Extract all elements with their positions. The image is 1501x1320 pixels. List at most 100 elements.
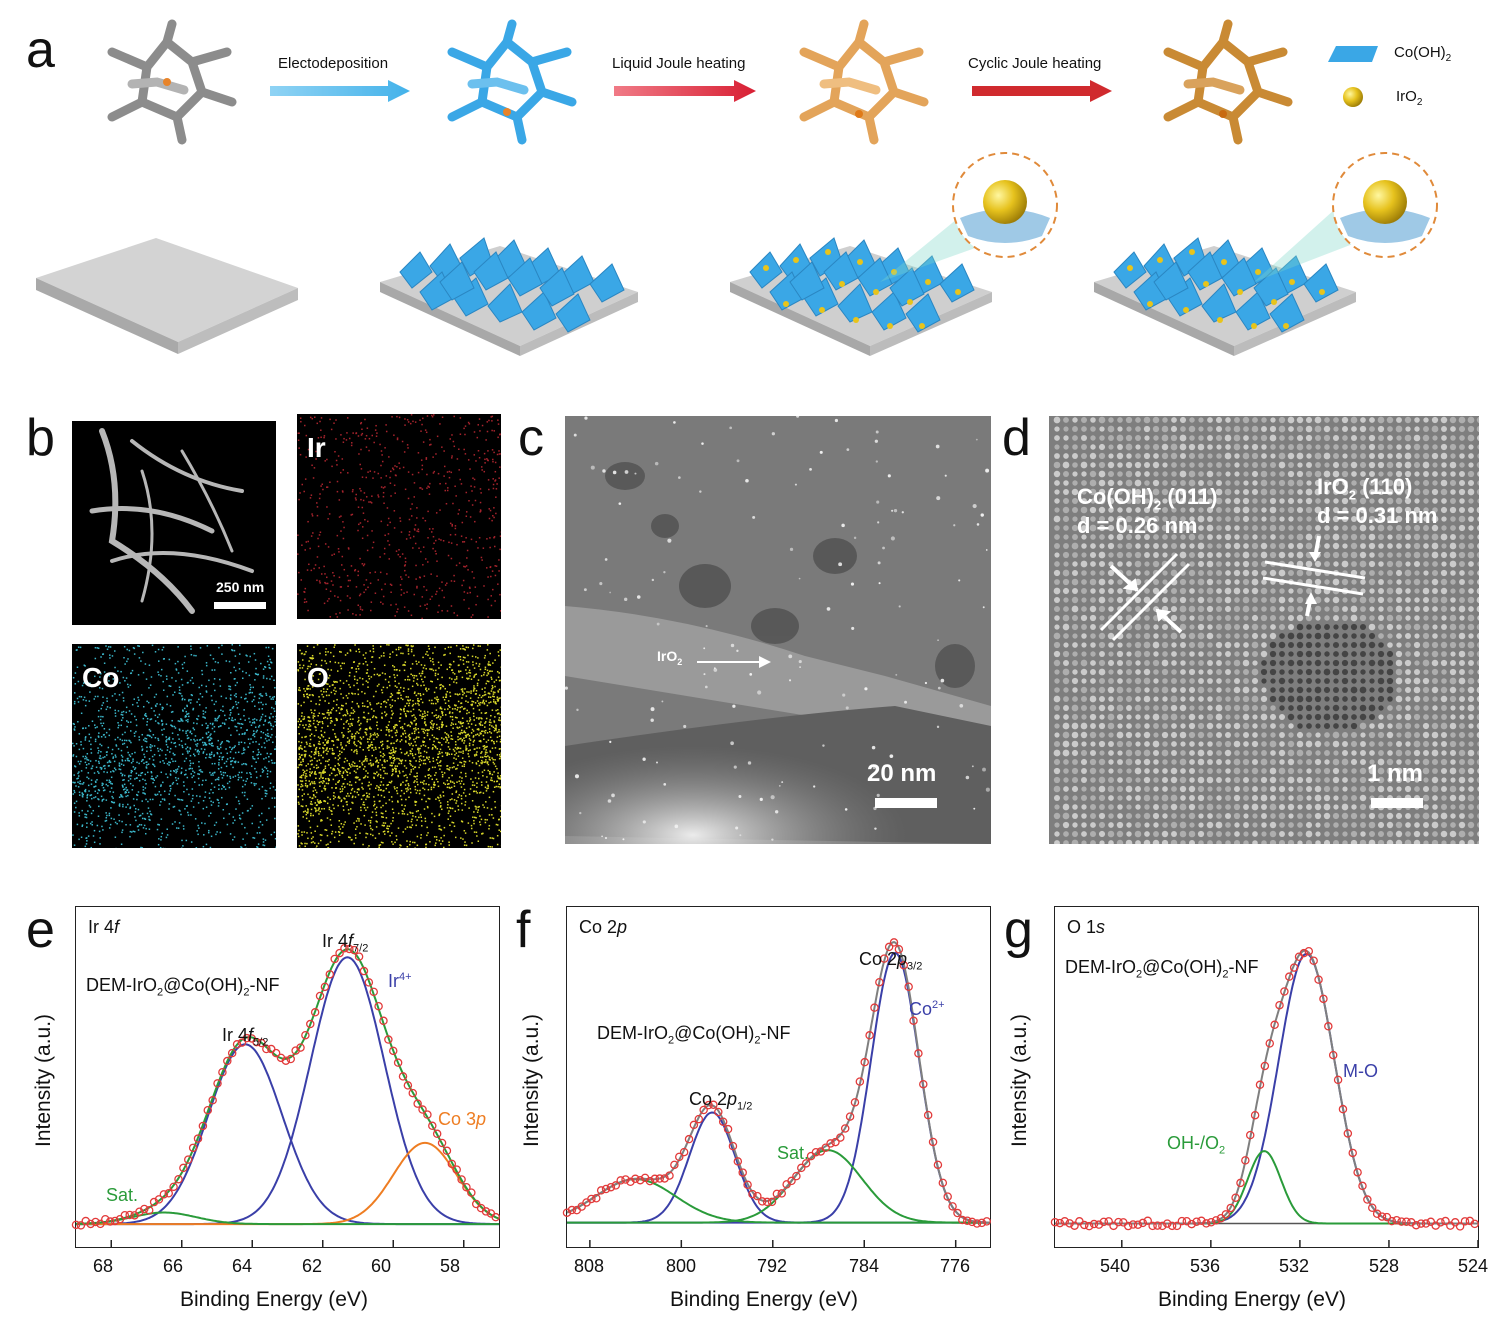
x-tick: 528 xyxy=(1369,1256,1400,1276)
data-point xyxy=(845,1112,855,1121)
data-point xyxy=(821,1143,830,1153)
data-point xyxy=(388,1046,398,1056)
data-point xyxy=(159,1190,169,1199)
data-point xyxy=(587,1194,596,1204)
data-point xyxy=(923,1110,933,1120)
data-point xyxy=(306,1019,315,1029)
y-axis-label: Intensity (a.u.) xyxy=(520,1013,543,1147)
data-point xyxy=(1436,1218,1445,1227)
lattice-spacing-marker-icon xyxy=(1099,552,1191,642)
data-point xyxy=(105,1217,115,1226)
panel-label-a: a xyxy=(26,21,55,79)
xps-plot-co2p: Co 2p DEM-IrO2@Co(OH)2-NF Co 2p1/2 Co 2p… xyxy=(562,906,991,1248)
data-point xyxy=(359,966,369,976)
data-point xyxy=(1197,1216,1206,1226)
data-point xyxy=(909,1016,918,1025)
data-point xyxy=(728,1141,738,1151)
data-point xyxy=(423,1110,432,1119)
data-point xyxy=(418,1105,427,1114)
data-point xyxy=(1280,987,1289,996)
data-point xyxy=(1455,1222,1465,1231)
data-point xyxy=(1377,1212,1387,1221)
data-point xyxy=(1387,1216,1397,1226)
data-point xyxy=(1133,1220,1143,1229)
data-point xyxy=(120,1210,130,1220)
data-point xyxy=(101,1214,110,1224)
data-point xyxy=(237,1038,247,1047)
iro2-nanosheet-array-icon xyxy=(1094,192,1384,356)
data-point xyxy=(1309,956,1318,965)
data-point xyxy=(562,1208,572,1217)
data-point xyxy=(1187,1219,1196,1229)
data-point xyxy=(262,1044,271,1054)
legend-cooh: Co(OH)2 xyxy=(1394,44,1452,64)
stem-texture xyxy=(565,416,991,844)
data-point xyxy=(1441,1216,1450,1226)
eds-map-o: O xyxy=(297,644,501,848)
data-point xyxy=(1353,1168,1362,1177)
data-point xyxy=(894,945,904,954)
step-liquid-joule: Liquid Joule heating xyxy=(612,55,746,72)
data-point xyxy=(179,1163,188,1173)
data-point xyxy=(1270,1020,1279,1030)
data-point xyxy=(457,1175,466,1184)
data-point xyxy=(1304,946,1314,956)
data-point xyxy=(301,1030,310,1040)
data-point xyxy=(242,1033,252,1043)
data-point xyxy=(967,1217,977,1227)
data-point xyxy=(135,1207,144,1216)
data-point xyxy=(91,1217,100,1227)
data-point xyxy=(1070,1221,1079,1230)
data-point xyxy=(723,1124,733,1134)
data-point xyxy=(689,1120,699,1130)
data-point xyxy=(471,1199,481,1209)
arrow-right-icon xyxy=(270,80,410,102)
co2-label: Co2+ xyxy=(909,999,945,1019)
data-point xyxy=(266,1044,276,1054)
data-point xyxy=(76,1221,86,1230)
data-point xyxy=(86,1219,95,1229)
haadf-image: 250 nm xyxy=(72,421,276,625)
data-point xyxy=(149,1197,159,1207)
scale-bar xyxy=(214,602,266,609)
cooh-foam-icon xyxy=(447,19,577,145)
map-label-co: Co xyxy=(82,662,120,693)
data-point xyxy=(836,1133,845,1142)
data-point xyxy=(491,1212,500,1222)
data-point xyxy=(1050,1217,1060,1227)
data-point xyxy=(398,1072,408,1081)
data-point xyxy=(777,1189,787,1198)
data-point xyxy=(1289,963,1299,972)
data-point xyxy=(1324,1022,1333,1031)
data-point xyxy=(110,1216,120,1226)
x-tick: 792 xyxy=(757,1256,788,1276)
data-point xyxy=(174,1174,183,1184)
data-point xyxy=(1260,1061,1270,1071)
data-point xyxy=(870,1003,879,1012)
data-point xyxy=(1177,1216,1187,1226)
data-point xyxy=(879,954,889,963)
x-tick: 66 xyxy=(163,1256,184,1276)
data-point xyxy=(1138,1218,1148,1228)
data-point xyxy=(567,1205,577,1215)
data-point xyxy=(384,1035,393,1044)
data-point xyxy=(452,1165,461,1174)
data-point xyxy=(826,1139,835,1148)
core-level-title: O 1s xyxy=(1067,917,1106,937)
panel-label-c: c xyxy=(518,409,544,467)
data-point xyxy=(1158,1221,1167,1231)
data-point xyxy=(467,1188,476,1197)
x-tick: 776 xyxy=(940,1256,971,1276)
data-point xyxy=(286,1054,296,1064)
data-point xyxy=(919,1079,928,1089)
data-point xyxy=(762,1197,772,1207)
data-point xyxy=(281,1056,291,1065)
data-point xyxy=(432,1129,442,1139)
data-point xyxy=(223,1056,232,1066)
data-point xyxy=(213,1079,222,1088)
data-point xyxy=(364,978,374,987)
xps-plot-o1s: O 1s DEM-IrO2@Co(OH)2-NF M-O OH-/O2 xyxy=(1050,906,1479,1248)
data-point xyxy=(1114,1217,1123,1227)
y-axis-label: Intensity (a.u.) xyxy=(32,1013,55,1147)
data-point xyxy=(943,1192,952,1201)
